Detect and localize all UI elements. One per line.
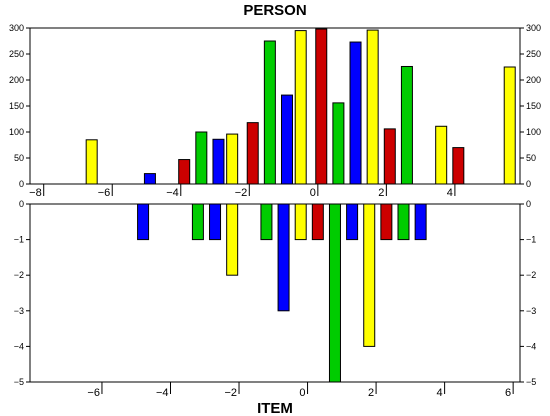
person-ytick-label-right-5: 250 (526, 49, 541, 59)
item-chart: 0 0 −1 −1 −2 −2 −3 −3 −4 −4 −5 −5 −6 −4 −2 0 2 4 6 (14, 199, 537, 399)
item-xtick-label-3: 0 (299, 387, 305, 399)
item-bar-11 (380, 203, 393, 241)
person-ytick-label-right-4: 200 (526, 75, 541, 85)
person-chart: 0 0 50 50 100 100 150 150 200 200 250 250 300 300 −8 −6… (9, 23, 541, 199)
item-bar-13 (414, 203, 427, 241)
person-bar-5 (226, 133, 239, 185)
person-bar-0 (85, 139, 98, 185)
item-bar-1 (191, 203, 204, 241)
person-bar-12 (349, 41, 362, 185)
person-xtick-label-2: −4 (166, 187, 179, 199)
item-xtick-label-4: 2 (368, 387, 374, 399)
person-bar-1 (143, 173, 156, 185)
person-ytick-label-left-1: 50 (14, 153, 24, 163)
person-xtick-label-1: −6 (98, 187, 111, 199)
item-ytick-label-right-1: −1 (526, 235, 536, 245)
item-bar-6 (294, 203, 307, 241)
item-ytick-label-left-1: −1 (14, 235, 24, 245)
item-bar-12 (397, 203, 410, 241)
item-xtick-label-5: 4 (436, 387, 442, 399)
item-xtick-label-1: −4 (156, 387, 169, 399)
person-ytick-label-right-2: 100 (526, 127, 541, 137)
item-bar-2 (209, 203, 222, 241)
item-xtick-label-6: 6 (505, 387, 511, 399)
item-ytick-label-left-0: 0 (19, 199, 24, 209)
person-ytick-label-right-1: 50 (526, 153, 536, 163)
person-bar-8 (280, 94, 293, 185)
person-ytick-label-left-4: 200 (9, 75, 24, 85)
person-xtick-label-6: 4 (447, 187, 453, 199)
person-bar-13 (366, 29, 379, 185)
person-bar-17 (452, 147, 465, 185)
item-xtick-label-2: −2 (224, 387, 237, 399)
item-ytick-label-right-5: −5 (526, 377, 536, 387)
person-bar-10 (315, 28, 328, 185)
item-ytick-label-right-0: 0 (526, 199, 531, 209)
person-bar-7 (263, 40, 276, 185)
person-xtick-label-4: 0 (310, 187, 316, 199)
person-ytick-label-left-2: 100 (9, 127, 24, 137)
person-bar-15 (400, 65, 413, 185)
item-bar-4 (260, 203, 273, 241)
person-ytick-label-left-5: 250 (9, 49, 24, 59)
person-bar-2 (178, 159, 191, 185)
person-bar-3 (195, 131, 208, 185)
item-ytick-label-right-2: −2 (526, 270, 536, 280)
person-ytick-label-right-6: 300 (526, 23, 541, 33)
person-bar-16 (435, 125, 448, 185)
person-xtick-label-0: −8 (29, 187, 42, 199)
item-plot-frame (29, 203, 521, 383)
person-bar-14 (383, 128, 396, 185)
person-ytick-label-left-3: 150 (9, 101, 24, 111)
person-xtick-label-5: 2 (378, 187, 384, 199)
person-ytick-label-right-0: 0 (526, 179, 531, 189)
item-ytick-label-right-4: −4 (526, 341, 536, 351)
person-bar-6 (246, 122, 259, 185)
item-bar-10 (363, 203, 376, 347)
item-ytick-label-left-4: −4 (14, 341, 24, 351)
person-ytick-label-left-0: 0 (19, 179, 24, 189)
person-bar-9 (294, 30, 307, 185)
person-chart-title: PERSON (243, 2, 306, 19)
item-ytick-label-right-3: −3 (526, 306, 536, 316)
item-ytick-label-left-5: −5 (14, 377, 24, 387)
item-ytick-label-left-2: −2 (14, 270, 24, 280)
item-bar-0 (137, 203, 150, 241)
person-ytick-label-right-3: 150 (526, 101, 541, 111)
item-chart-title: ITEM (257, 400, 293, 416)
person-bar-18 (503, 66, 516, 185)
person-ytick-label-left-6: 300 (9, 23, 24, 33)
item-bar-8 (328, 203, 341, 383)
item-bar-9 (346, 203, 359, 241)
item-xtick-label-0: −6 (87, 387, 100, 399)
person-bar-4 (212, 138, 225, 185)
item-bar-5 (277, 203, 290, 312)
person-xtick-label-3: −2 (235, 187, 248, 199)
item-bar-7 (311, 203, 324, 241)
person-bar-11 (332, 102, 345, 185)
item-bar-3 (226, 203, 239, 276)
item-ytick-label-left-3: −3 (14, 306, 24, 316)
